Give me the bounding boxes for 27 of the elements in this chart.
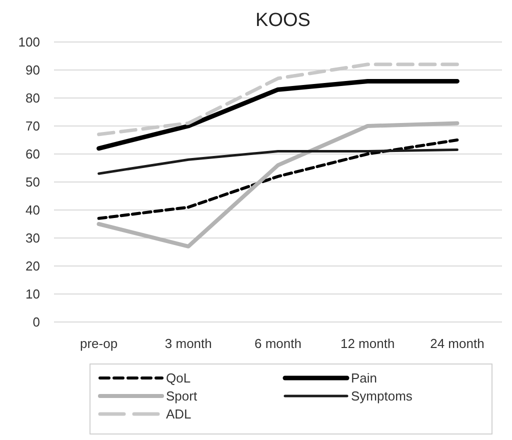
y-tick-label: 30 [26, 230, 40, 246]
y-tick-label: 60 [26, 146, 40, 162]
legend-label: QoL [166, 370, 191, 386]
legend-label: Pain [351, 370, 378, 386]
x-tick-label: pre-op [80, 336, 118, 351]
y-tick-label: 100 [18, 34, 40, 50]
legend-label: Symptoms [351, 388, 413, 404]
y-tick-label: 80 [26, 90, 40, 106]
y-tick-label: 50 [26, 174, 40, 190]
y-tick-label: 70 [26, 118, 40, 134]
y-tick-label: 0 [32, 314, 40, 330]
chart-title: KOOS [256, 10, 310, 31]
y-tick-label: 90 [26, 62, 40, 78]
line-series [96, 78, 460, 151]
y-tick-label: 10 [26, 286, 40, 302]
x-tick-label: 3 month [164, 336, 212, 351]
legend-label: ADL [166, 406, 192, 422]
y-tick-label: 20 [26, 258, 40, 274]
x-tick-label: 6 month [254, 336, 302, 351]
line-series [97, 138, 459, 220]
legend-label: Sport [166, 388, 198, 404]
y-tick-label: 40 [26, 202, 40, 218]
x-tick-label: 24 month [430, 336, 484, 351]
line-series [96, 121, 460, 248]
x-tick-label: 12 month [340, 336, 395, 351]
line-series [97, 62, 459, 136]
line-series [98, 148, 458, 175]
